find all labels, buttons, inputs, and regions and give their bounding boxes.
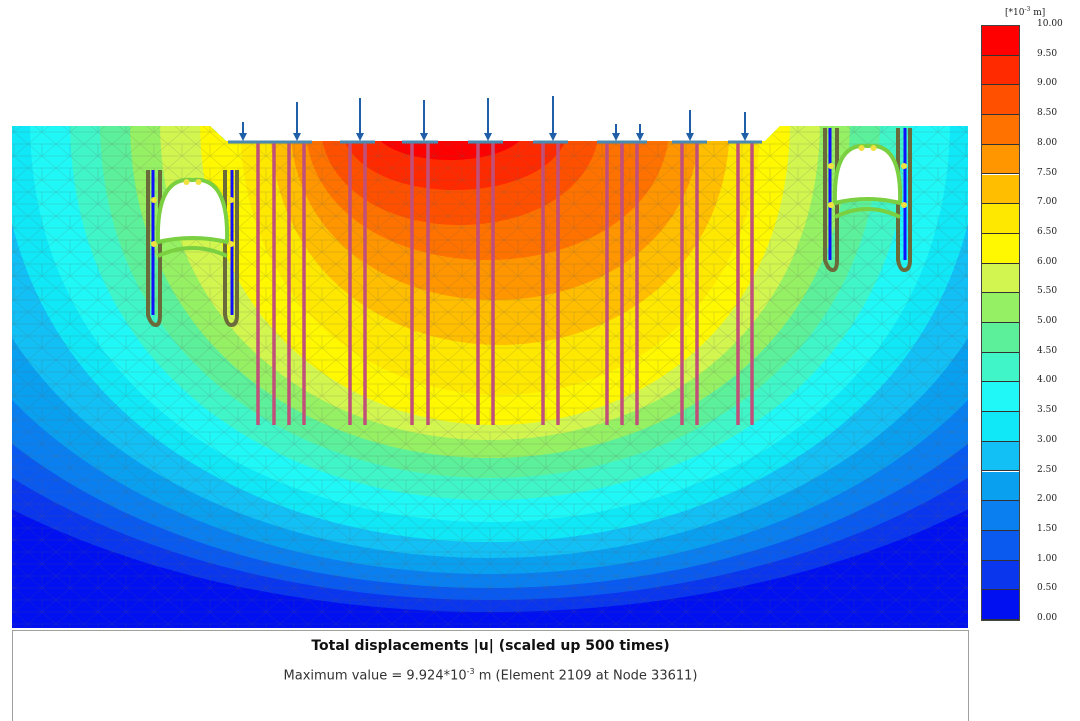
legend-tick-label: 4.00 — [1037, 375, 1058, 386]
displacement-contour-plot — [12, 96, 968, 628]
max-value-text: Maximum value = 9.924*10-3 m (Element 21… — [13, 667, 968, 683]
legend-tick-label: 7.00 — [1037, 197, 1058, 208]
tunnel-invert — [834, 207, 901, 219]
legend-unit: [*10-3 m] — [1005, 6, 1045, 18]
legend-band — [982, 560, 1019, 591]
node-marker — [151, 241, 157, 247]
caption-panel: Total displacements |u| (scaled up 500 t… — [12, 630, 969, 721]
node-marker — [870, 145, 877, 151]
arrowhead — [612, 133, 620, 141]
legend-tick-label: 9.50 — [1037, 48, 1058, 59]
node-marker — [828, 202, 834, 208]
legend-band — [982, 501, 1019, 531]
legend-tick-label: 2.00 — [1037, 494, 1058, 505]
node-marker — [228, 241, 234, 247]
legend-band — [982, 590, 1019, 620]
legend-band — [982, 352, 1019, 383]
node-marker — [195, 179, 202, 185]
max-value-exponent: -3 — [466, 667, 475, 676]
legend-band — [982, 530, 1019, 561]
arrowhead — [356, 133, 364, 141]
legend-tick-label: 1.50 — [1037, 523, 1058, 534]
node-marker — [828, 163, 834, 169]
legend-band — [982, 85, 1019, 116]
legend-band — [982, 293, 1019, 323]
arrowhead — [636, 133, 644, 141]
arrowhead — [239, 133, 247, 141]
tunnel-wall — [823, 128, 912, 273]
node-marker — [901, 202, 907, 208]
legend-tick-label: 8.00 — [1037, 137, 1058, 148]
legend-band — [982, 174, 1019, 205]
node-marker — [183, 179, 190, 185]
legend-tick-label: 3.00 — [1037, 434, 1058, 445]
legend-tick-label: 6.00 — [1037, 256, 1058, 267]
arrowhead — [293, 133, 301, 141]
legend-band — [982, 55, 1019, 86]
legend-tick-label: 9.00 — [1037, 78, 1058, 89]
legend-tick-label: 4.50 — [1037, 345, 1058, 356]
node-marker — [858, 145, 865, 151]
node-marker — [228, 197, 234, 203]
node-marker — [151, 197, 157, 203]
legend-band — [982, 144, 1019, 175]
legend-tick-label: 1.00 — [1037, 553, 1058, 564]
legend-tick-label: 6.50 — [1037, 226, 1058, 237]
arrowhead — [686, 133, 694, 141]
legend-tick-label: 8.50 — [1037, 108, 1058, 119]
arrowhead — [741, 133, 749, 141]
legend-unit-suffix: m] — [1030, 8, 1046, 18]
plot-title: Total displacements |u| (scaled up 500 t… — [311, 638, 670, 654]
tunnel-opening — [155, 177, 230, 245]
node-marker — [901, 163, 907, 169]
legend-band — [982, 115, 1019, 145]
legend-tick-label: 0.00 — [1037, 613, 1058, 623]
legend-band — [982, 471, 1019, 502]
legend-tick-label: 2.50 — [1037, 464, 1058, 475]
tunnel-invert — [157, 246, 228, 258]
legend-tick-label: 7.50 — [1037, 167, 1058, 178]
legend-unit-exponent: -3 — [1024, 6, 1031, 13]
legend-band — [982, 26, 1019, 56]
legend-band — [982, 204, 1019, 234]
tunnel-opening — [832, 143, 903, 206]
legend-unit-prefix: [*10 — [1005, 8, 1025, 18]
legend-tick-label: 10.00 — [1037, 19, 1063, 29]
legend-band — [982, 441, 1019, 472]
arrowhead — [549, 133, 557, 141]
max-value-prefix: Maximum value = 9.924*10 — [283, 668, 467, 684]
tunnel-wall — [146, 170, 239, 328]
legend-tick-label: 5.50 — [1037, 286, 1058, 297]
legend-band — [982, 412, 1019, 442]
arrowhead — [420, 133, 428, 141]
legend-tick-label: 0.50 — [1037, 583, 1058, 594]
legend-band — [982, 233, 1019, 264]
legend-tick-label: 3.50 — [1037, 405, 1058, 416]
legend-band — [982, 323, 1019, 353]
arrowhead — [484, 133, 492, 141]
legend-tick-label: 5.00 — [1037, 316, 1058, 326]
max-value-suffix: m (Element 2109 at Node 33611) — [474, 668, 698, 684]
legend-band — [982, 263, 1019, 294]
color-legend — [981, 25, 1020, 621]
legend-band — [982, 382, 1019, 413]
